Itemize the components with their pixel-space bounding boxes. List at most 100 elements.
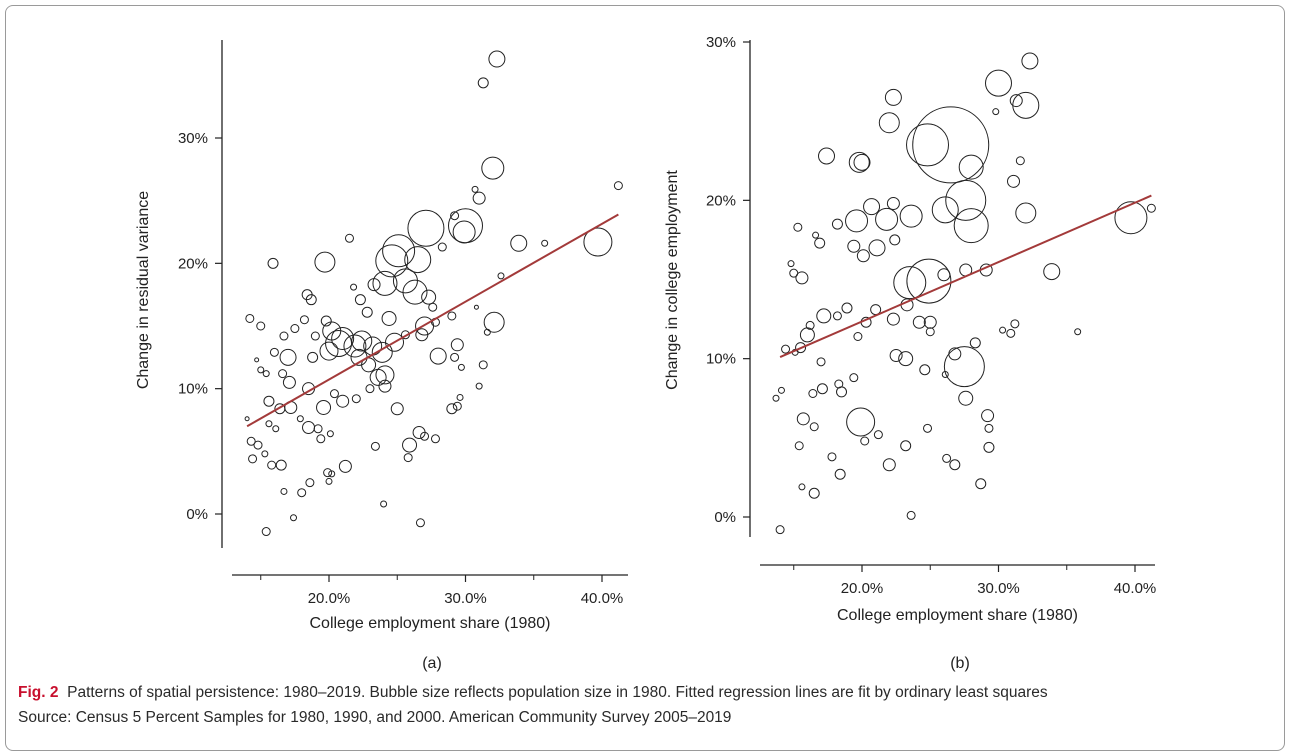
data-bubble bbox=[847, 239, 861, 253]
caption-label: Fig. 2 bbox=[18, 684, 59, 701]
data-bubble bbox=[272, 425, 280, 433]
data-bubble bbox=[257, 366, 265, 374]
y-tick-label: 0% bbox=[186, 506, 208, 523]
data-bubble bbox=[497, 272, 505, 280]
chart-a: 0% 10% 20% 30% 20.0% 30.0% 40.0% College employ… bbox=[135, 40, 628, 672]
data-bubble bbox=[382, 234, 416, 268]
y-tick-label: 20% bbox=[178, 255, 208, 272]
data-bubble bbox=[799, 327, 815, 343]
data-bubble bbox=[834, 468, 846, 480]
data-bubble bbox=[841, 302, 853, 314]
figure-frame bbox=[5, 5, 1285, 751]
data-bubble bbox=[794, 441, 804, 451]
data-bubble bbox=[805, 320, 815, 330]
data-bubble bbox=[777, 386, 785, 394]
data-bubble bbox=[280, 487, 288, 495]
x-axis-label: College employment share (1980) bbox=[837, 607, 1078, 624]
y-tick-label: 10% bbox=[178, 381, 208, 398]
data-bubble bbox=[863, 198, 881, 216]
panel-label: (a) bbox=[422, 655, 442, 672]
data-bubble bbox=[510, 234, 528, 252]
data-bubble bbox=[853, 153, 871, 171]
data-bubble bbox=[248, 454, 258, 464]
data-bubble bbox=[316, 434, 326, 444]
data-bubble bbox=[919, 364, 931, 376]
data-bubble bbox=[375, 365, 395, 385]
data-bubble bbox=[923, 423, 933, 433]
data-bubble bbox=[326, 430, 334, 438]
data-bubble bbox=[853, 332, 863, 341]
data-bubble bbox=[1010, 319, 1020, 329]
data-bubble bbox=[795, 342, 807, 354]
data-bubble bbox=[984, 423, 994, 433]
data-bubble bbox=[450, 352, 460, 362]
data-bubble bbox=[912, 106, 990, 184]
data-bubble bbox=[351, 394, 361, 404]
data-bubble bbox=[316, 399, 332, 415]
data-bubble bbox=[931, 196, 959, 224]
data-bubble bbox=[1146, 203, 1156, 213]
data-bubble bbox=[279, 331, 289, 341]
data-bubble bbox=[831, 218, 843, 230]
data-bubble bbox=[772, 394, 780, 402]
data-bubble bbox=[297, 488, 307, 498]
data-bubble bbox=[420, 431, 430, 441]
data-bubble bbox=[1043, 263, 1061, 281]
data-bubble bbox=[310, 331, 320, 341]
data-bubble bbox=[323, 468, 333, 478]
data-bubble bbox=[816, 383, 828, 395]
data-bubble bbox=[452, 220, 476, 244]
x-tick-label: 30.0% bbox=[977, 580, 1020, 597]
data-bubble bbox=[390, 402, 404, 416]
data-bubble bbox=[361, 306, 373, 318]
data-bubble bbox=[941, 371, 949, 378]
data-bubble bbox=[450, 211, 460, 221]
data-bubble bbox=[816, 308, 832, 324]
data-bubble bbox=[943, 346, 985, 388]
data-bubble bbox=[319, 341, 339, 361]
data-bubble bbox=[845, 209, 869, 233]
data-bubble bbox=[583, 227, 613, 257]
data-bubble bbox=[253, 440, 263, 450]
data-bubble bbox=[1021, 52, 1039, 70]
data-bubble bbox=[344, 233, 354, 243]
data-bubble bbox=[481, 156, 505, 180]
data-bubble bbox=[898, 351, 914, 367]
data-bubble bbox=[900, 440, 912, 452]
data-bubble bbox=[814, 237, 826, 249]
data-bubble bbox=[795, 271, 809, 285]
data-bubble bbox=[325, 477, 333, 485]
data-bubble bbox=[1114, 201, 1148, 235]
data-bubble bbox=[381, 310, 397, 326]
data-bubble bbox=[981, 409, 995, 423]
data-bubble bbox=[372, 270, 398, 296]
caption-line-1: Fig. 2 Patterns of spatial persistence: … bbox=[18, 680, 1268, 705]
data-bubble bbox=[1007, 174, 1021, 188]
data-bubble bbox=[789, 268, 799, 278]
panel-label: (b) bbox=[950, 655, 970, 672]
data-bubble bbox=[385, 332, 405, 352]
data-bubble bbox=[860, 436, 870, 446]
caption-text: Patterns of spatial persistence: 1980–20… bbox=[67, 684, 1048, 701]
data-bubble bbox=[816, 357, 826, 367]
y-axis-label: Change in college employment bbox=[664, 170, 681, 390]
data-bubble bbox=[937, 268, 951, 282]
data-bubble bbox=[350, 283, 358, 291]
data-bubble bbox=[244, 416, 250, 422]
y-axis-label: Change in residual variance bbox=[135, 191, 152, 389]
data-bubble bbox=[818, 147, 836, 165]
data-bubble bbox=[261, 527, 271, 537]
data-bubble bbox=[351, 330, 373, 352]
data-bubble bbox=[275, 459, 287, 471]
data-bubble bbox=[365, 384, 375, 394]
x-axis-label: College employment share (1980) bbox=[309, 615, 550, 632]
data-bubble bbox=[403, 453, 413, 463]
data-bubble bbox=[958, 390, 974, 406]
data-bubble bbox=[1006, 328, 1016, 338]
data-bubble bbox=[488, 50, 506, 68]
y-tick-label: 10% bbox=[706, 351, 736, 368]
data-bubble bbox=[953, 208, 989, 244]
data-bubble bbox=[969, 337, 981, 349]
data-bubble bbox=[354, 294, 366, 306]
data-bubble bbox=[313, 424, 323, 434]
